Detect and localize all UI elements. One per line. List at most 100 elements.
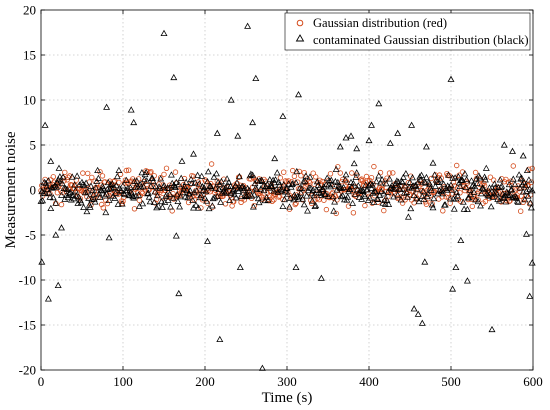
contaminated-point xyxy=(264,196,272,203)
contaminated-point xyxy=(399,173,407,180)
contaminated-point xyxy=(527,199,534,206)
gaussian-point xyxy=(472,169,479,176)
contaminated-point xyxy=(96,193,104,200)
contaminated-point xyxy=(524,192,532,199)
outlier-point xyxy=(38,258,46,265)
gaussian-point xyxy=(58,201,65,208)
contaminated-point xyxy=(49,194,57,201)
contaminated-point xyxy=(276,181,284,188)
contaminated-point xyxy=(286,194,294,201)
outlier-point xyxy=(317,274,325,281)
contaminated-point xyxy=(267,182,275,189)
contaminated-point xyxy=(368,181,376,188)
gaussian-point xyxy=(520,199,526,205)
contaminated-point xyxy=(177,174,185,181)
outlier-point xyxy=(449,285,457,292)
contaminated-point xyxy=(522,181,530,189)
gaussian-point xyxy=(431,188,438,195)
contaminated-point xyxy=(176,203,184,210)
outlier-point xyxy=(418,319,426,326)
contaminated-point xyxy=(226,196,234,203)
contaminated-point xyxy=(230,185,238,192)
gaussian-point xyxy=(73,177,79,183)
gaussian-point xyxy=(191,197,197,203)
contaminated-point xyxy=(262,183,270,190)
contaminated-point xyxy=(145,193,153,200)
outlier-point xyxy=(347,132,355,139)
contaminated-point xyxy=(448,186,456,193)
gaussian-point xyxy=(150,184,156,190)
contaminated-point xyxy=(85,194,93,201)
contaminated-point xyxy=(436,176,444,183)
contaminated-point xyxy=(511,180,519,187)
outlier-point xyxy=(204,237,211,244)
contaminated-point xyxy=(436,187,443,194)
gaussian-point xyxy=(363,179,369,186)
gaussian-point xyxy=(431,189,437,195)
contaminated-point xyxy=(454,173,462,180)
contaminated-point xyxy=(371,187,379,194)
outlier-point xyxy=(528,259,536,266)
contaminated-point xyxy=(393,177,401,184)
contaminated-point xyxy=(253,185,261,192)
contaminated-point xyxy=(88,195,96,203)
contaminated-point xyxy=(167,171,175,178)
contaminated-point xyxy=(121,190,129,198)
contaminated-point xyxy=(165,184,173,191)
outlier-point xyxy=(170,73,178,81)
contaminated-point xyxy=(362,181,370,188)
gaussian-point xyxy=(518,193,525,199)
contaminated-point xyxy=(330,207,338,214)
outlier-point xyxy=(41,121,49,128)
contaminated-point xyxy=(454,192,462,199)
contaminated-point xyxy=(71,181,79,188)
contaminated-point xyxy=(106,185,114,192)
contaminated-point xyxy=(160,182,168,189)
gaussian-point xyxy=(371,163,377,170)
contaminated-point xyxy=(326,177,334,184)
gaussian-point xyxy=(295,179,301,185)
contaminated-point xyxy=(382,180,390,187)
contaminated-point xyxy=(80,203,88,210)
legend-label-red: Gaussian distribution (red) xyxy=(313,16,447,30)
gaussian-point xyxy=(518,208,524,214)
contaminated-point xyxy=(422,173,430,181)
contaminated-point xyxy=(275,178,283,185)
contaminated-point xyxy=(140,183,147,190)
outlier-point xyxy=(244,22,252,29)
contaminated-point xyxy=(300,201,308,208)
gaussian-point xyxy=(258,193,265,200)
contaminated-point xyxy=(64,194,72,201)
contaminated-point xyxy=(108,180,116,187)
contaminated-point xyxy=(384,188,392,195)
gaussian-point xyxy=(120,198,126,204)
outlier-point xyxy=(342,134,350,141)
contaminated-point xyxy=(102,208,110,216)
gaussian-point xyxy=(144,181,150,188)
contaminated-point xyxy=(210,173,218,180)
contaminated-point xyxy=(296,184,304,191)
contaminated-point xyxy=(459,176,466,183)
contaminated-point xyxy=(368,184,375,191)
contaminated-point xyxy=(77,199,85,206)
contaminated-point xyxy=(85,201,93,208)
contaminated-point xyxy=(204,178,211,185)
contaminated-point xyxy=(313,178,321,185)
contaminated-point xyxy=(169,194,177,201)
contaminated-point xyxy=(255,199,263,206)
outlier-point xyxy=(414,310,422,317)
contaminated-point xyxy=(404,193,411,200)
contaminated-point xyxy=(158,197,165,205)
contaminated-point xyxy=(423,192,431,200)
contaminated-point xyxy=(200,184,208,191)
contaminated-point xyxy=(427,184,434,191)
contaminated-point xyxy=(513,194,521,201)
outlier-point xyxy=(279,112,287,119)
contaminated-point xyxy=(480,185,488,192)
gaussian-point xyxy=(381,207,387,214)
contaminated-point xyxy=(341,176,349,183)
contaminated-point xyxy=(291,193,299,201)
contaminated-point xyxy=(144,190,152,197)
outlier-point xyxy=(252,74,260,81)
contaminated-point xyxy=(161,198,169,205)
